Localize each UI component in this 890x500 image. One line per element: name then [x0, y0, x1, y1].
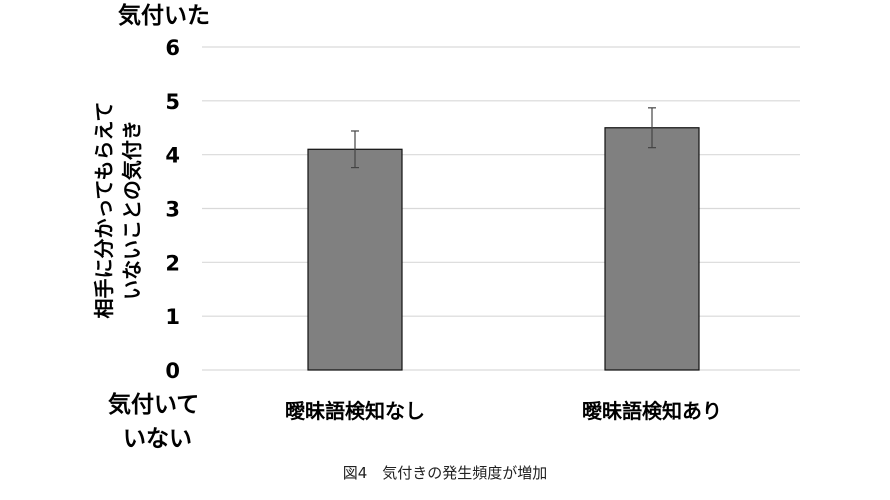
figure-caption: 図4 気付きの発生頻度が増加 [342, 464, 548, 482]
y-bottom-label-line1: 気付いて [108, 391, 199, 418]
y-axis-title-line2: いないことの気付き [120, 120, 144, 300]
x-category-labels: 曖昧語検知なし 曖昧語検知あり [285, 399, 722, 423]
bar [307, 148, 403, 371]
y-tick-label: 5 [165, 90, 180, 114]
error-bars [351, 107, 656, 169]
y-tick-label: 3 [165, 198, 180, 222]
y-tick-label: 0 [165, 359, 180, 383]
y-tick-labels: 0 1 2 3 4 5 6 [165, 36, 180, 383]
gridlines [202, 46, 800, 371]
y-bottom-label-line2: いない [123, 426, 192, 452]
y-tick-label: 6 [165, 36, 180, 60]
y-top-label: 気付いた [118, 2, 210, 29]
x-category-label: 曖昧語検知あり [582, 399, 722, 423]
y-tick-label: 1 [165, 305, 180, 329]
x-category-label: 曖昧語検知なし [285, 399, 425, 423]
bar-chart: 0 1 2 3 4 5 6 曖昧語検知なし 曖昧語検知あり 気付いた 気付いて いない 相手に… [92, 2, 800, 452]
y-tick-label: 4 [165, 144, 180, 168]
y-axis-title-line1: 相手に分かってもらえて [92, 102, 116, 319]
y-tick-label: 2 [165, 251, 180, 275]
bars [307, 127, 700, 371]
bar [604, 127, 700, 371]
